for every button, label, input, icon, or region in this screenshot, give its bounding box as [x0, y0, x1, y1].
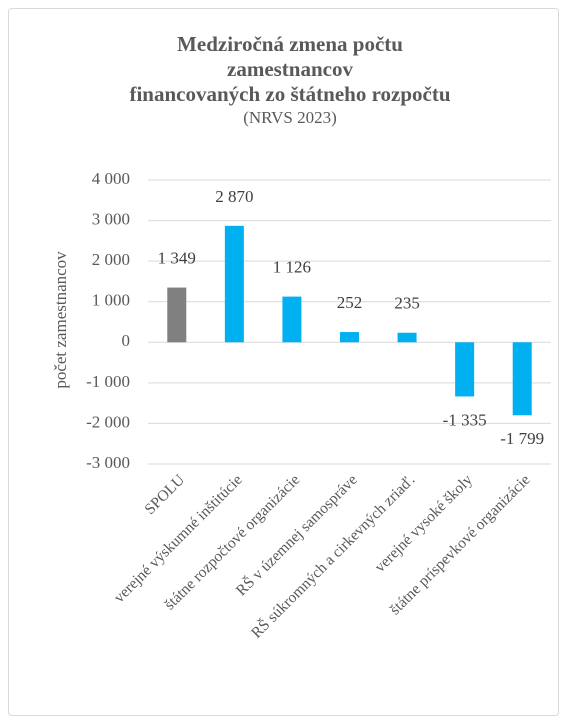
bar: [397, 332, 417, 343]
chart-title: Medziročná zmena počtu: [177, 32, 403, 56]
chart-subtitle: (NRVS 2023): [243, 108, 337, 127]
y-axis-label: počet zamestnancov: [51, 251, 70, 389]
y-tick-label: 0: [122, 331, 131, 350]
bar: [224, 225, 244, 343]
value-label: 1 349: [158, 248, 196, 267]
y-tick-label: 1 000: [92, 291, 130, 310]
value-label: 1 126: [273, 258, 311, 277]
value-label: 235: [394, 294, 420, 313]
chart-title: financovaných zo štátneho rozpočtu: [129, 82, 450, 106]
chart-frame: [8, 8, 559, 716]
value-label: -1 799: [500, 429, 544, 448]
y-tick-label: -2 000: [86, 412, 130, 431]
value-label: -1 335: [443, 410, 487, 429]
y-tick-label: 4 000: [92, 169, 130, 188]
bar: [340, 332, 359, 343]
y-tick-label: -3 000: [86, 453, 130, 472]
value-label: 252: [337, 293, 363, 312]
bar: [282, 296, 302, 343]
y-tick-label: -1 000: [86, 372, 130, 391]
y-tick-label: 2 000: [92, 250, 130, 269]
y-tick-label: 3 000: [92, 209, 130, 228]
bar: [455, 342, 475, 397]
chart-title: zamestnancov: [227, 57, 353, 81]
bar: [512, 342, 532, 416]
value-label: 2 870: [215, 187, 253, 206]
bar: [167, 287, 187, 343]
